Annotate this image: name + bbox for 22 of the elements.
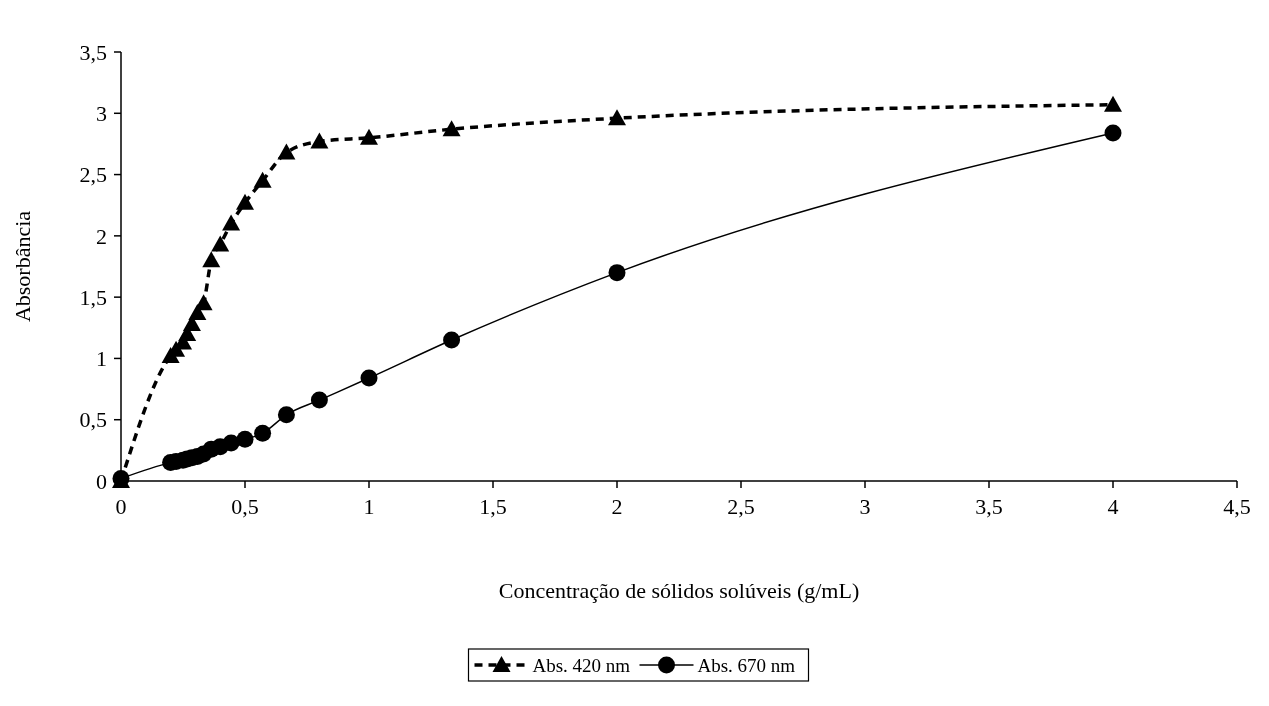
y-axis-title: Absorbância — [10, 210, 35, 323]
legend-label: Abs. 420 nm — [532, 654, 631, 676]
y-tick-label: 1 — [96, 346, 107, 372]
x-tick-label: 4 — [1107, 494, 1119, 519]
y-tick-label: 1,5 — [79, 284, 107, 310]
y-tick-label: 3 — [96, 100, 107, 126]
x-tick-label: 4,5 — [1223, 494, 1251, 519]
x-tick-label: 0,5 — [231, 494, 259, 519]
x-tick-label: 0 — [115, 494, 127, 519]
x-tick-label: 1,5 — [479, 494, 507, 519]
y-tick-label: 2 — [96, 223, 107, 249]
x-tick-label: 3,5 — [975, 494, 1003, 519]
x-tick-label: 2,5 — [727, 494, 755, 519]
x-tick-label: 2 — [611, 494, 623, 519]
y-tick-label: 0,5 — [79, 407, 107, 433]
x-axis-title: Concentração de sólidos solúveis (g/mL) — [498, 578, 860, 603]
x-tick-label: 1 — [363, 494, 375, 519]
legend-label: Abs. 670 nm — [697, 654, 796, 676]
y-tick-label: 3,5 — [79, 39, 107, 65]
x-tick-label: 3 — [859, 494, 871, 519]
y-tick-label: 2,5 — [79, 162, 107, 188]
y-tick-label: 0 — [96, 468, 107, 494]
